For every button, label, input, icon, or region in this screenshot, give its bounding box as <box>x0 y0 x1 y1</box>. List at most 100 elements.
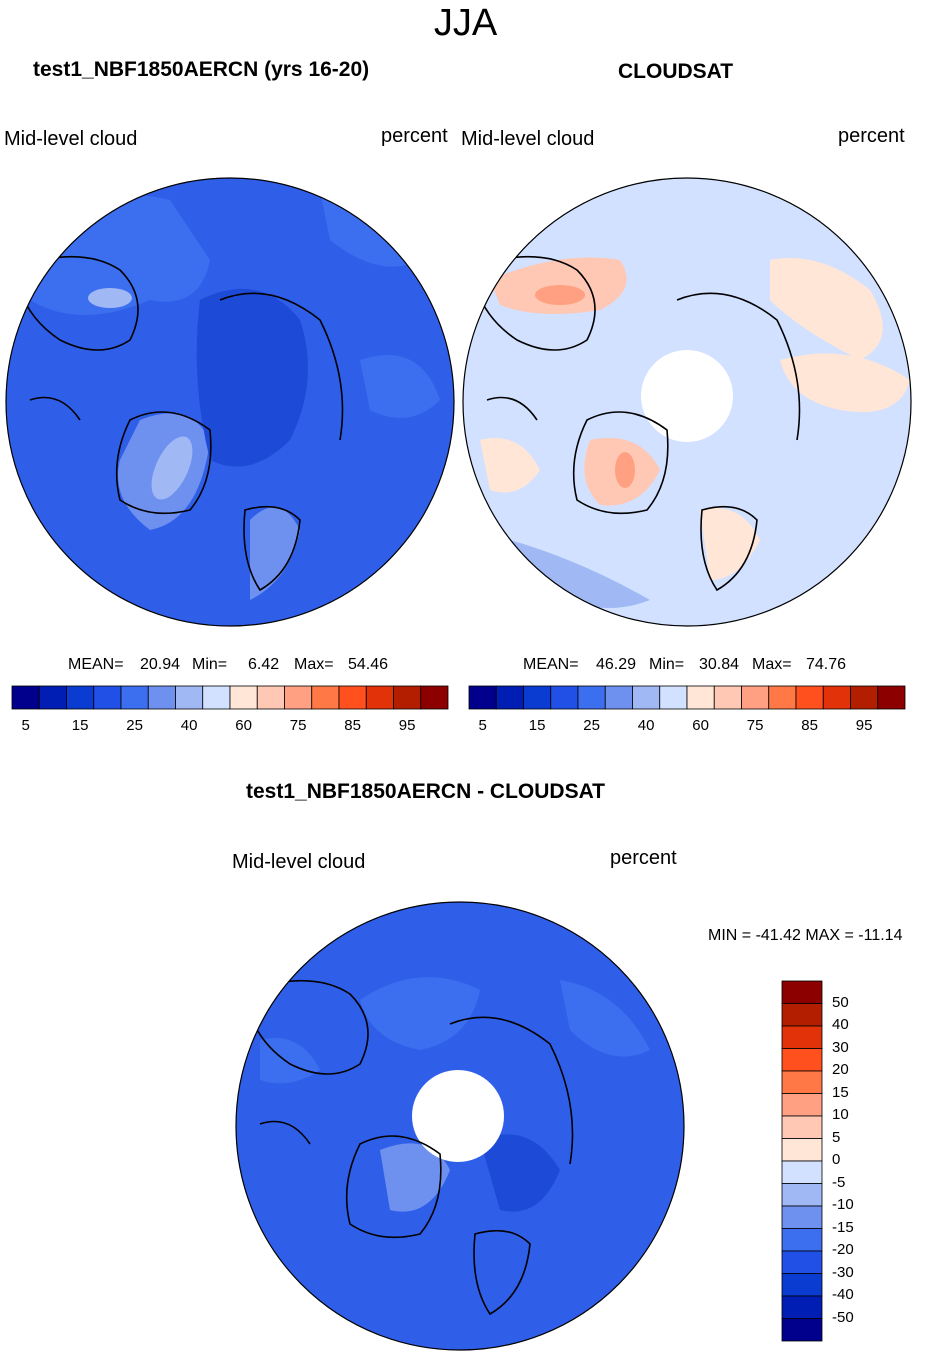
panel1-map <box>5 177 455 627</box>
panel2-colorbar-cell <box>659 685 688 710</box>
panel3-colorbar-cell <box>781 980 823 1004</box>
panel3-colorbar-cell <box>781 1318 823 1342</box>
panel3-colorbar-cell <box>781 1228 823 1252</box>
panel3-colorbar-cell <box>781 1160 823 1184</box>
panel1-patch-east <box>360 355 440 418</box>
panel3-colorbar-cell <box>781 1093 823 1117</box>
panel2-colorbar-cell <box>523 685 552 710</box>
panel1-max-label: Max= <box>294 656 334 673</box>
panel1-colorbar-cell <box>338 685 367 710</box>
panel1-patch-arctic-low <box>196 288 308 467</box>
panel2-patch-canada <box>480 438 540 493</box>
panel2-units-label: percent <box>838 125 905 147</box>
panel3-missing-pole <box>412 1070 504 1162</box>
panel2-colorbar-tick-label: 40 <box>637 717 655 734</box>
panel3-variable-label: Mid-level cloud <box>232 851 366 873</box>
panel2-map <box>462 177 912 627</box>
panel3-units-label: percent <box>610 847 677 869</box>
panel2-colorbar-tick-label: 95 <box>855 717 873 734</box>
panel1-mean-label: MEAN= <box>68 656 124 673</box>
panel1-colorbar-cell <box>284 685 313 710</box>
panel2-min-value: 30.84 <box>699 656 740 673</box>
panel3-colorbar-cell <box>781 1273 823 1297</box>
panel2-variable-label: Mid-level cloud <box>461 128 595 150</box>
panel1-colorbar-tick-label: 15 <box>71 717 89 734</box>
panel1-coast-greenland <box>115 411 212 515</box>
panel3-coast-siberia <box>449 1016 574 1165</box>
panel1-min-label: Min= <box>192 656 228 673</box>
panel2-colorbar-cell <box>604 685 633 710</box>
panel2-colorbar-tick-label: 15 <box>528 717 546 734</box>
season-title: JJA <box>433 2 498 44</box>
panel3-patch-west <box>260 1038 320 1084</box>
panel2-coast-siberia <box>676 292 801 441</box>
panel2-field <box>480 257 910 608</box>
panel3-colorbar-cell <box>781 1003 823 1027</box>
panel2-patch-east <box>780 353 910 412</box>
panel1-coastlines <box>19 255 344 592</box>
panel1-min-value: 6.42 <box>248 656 280 673</box>
panel1-colorbar-tick-label: 25 <box>126 717 143 734</box>
panel1-coast-north-america <box>19 255 139 351</box>
panel1-colorbar-cell <box>175 685 204 710</box>
panel2-colorbar-cell <box>822 685 851 710</box>
panel2-colorbar-tick-label: 75 <box>746 717 764 734</box>
panel1-colorbar-cell <box>202 685 231 710</box>
panel1-patch-alaska-high <box>88 288 132 308</box>
panel1-colorbar-tick-label: 40 <box>180 717 198 734</box>
panel3-colorbar-tick-label: 30 <box>832 1038 849 1056</box>
panel2-map-border <box>462 177 912 627</box>
panel1-coast-canada-east <box>29 396 81 421</box>
panel3-colorbar-tick-label: -20 <box>832 1241 854 1258</box>
panel3-colorbar-tick-label: -50 <box>832 1308 854 1326</box>
panel2-colorbar-cell <box>768 685 797 710</box>
panel3-map-border <box>235 901 685 1351</box>
panel1-colorbar-tick-label: 5 <box>21 717 30 734</box>
panel2-colorbar-cell <box>741 685 770 710</box>
panel3-coast-scandinavia <box>473 1229 531 1316</box>
panel1-units-label: percent <box>381 125 448 147</box>
panel1-colorbar-cell <box>256 685 285 710</box>
panel3-coast-north-america <box>249 979 369 1075</box>
panel2-coast-scandinavia <box>700 505 758 592</box>
panel3-colorbar-tick-label: 5 <box>832 1128 841 1146</box>
panel1-variable-label: Mid-level cloud <box>4 128 138 150</box>
panel2-colorbar-tick-label: 25 <box>583 717 600 734</box>
panel3-colorbar-tick-label: 40 <box>832 1016 849 1033</box>
panel2-colorbar-cell <box>632 685 661 710</box>
panel1-mean-value: 20.94 <box>140 656 181 673</box>
panel1-map-border <box>5 177 455 627</box>
panel3-colorbar-cell <box>781 1070 823 1094</box>
panel1-patch-scandinavia <box>250 507 300 600</box>
panel3-colorbar-tick-label: -15 <box>832 1218 854 1236</box>
panel3-patch-greenland <box>380 1143 450 1212</box>
panel1-title: test1_NBF1850AERCN (yrs 16-20) <box>33 58 370 81</box>
panel3-coastlines <box>249 979 574 1316</box>
panel3-colorbar-tick-label: 50 <box>832 993 849 1011</box>
panel1-colorbar-cell <box>229 685 258 710</box>
panel1-colorbar-tick-label: 95 <box>398 717 416 734</box>
panel2-coast-canada-east <box>486 396 538 421</box>
panel2-coast-north-america <box>476 255 596 351</box>
panel2-colorbar <box>468 685 906 710</box>
panel2-colorbar-tick-label: 85 <box>801 717 818 734</box>
panel1-colorbar-cell <box>11 685 40 710</box>
panel2-colorbar-cell <box>577 685 606 710</box>
panel1-colorbar-cell <box>393 685 422 710</box>
panel2-min-label: Min= <box>649 656 685 673</box>
panel3-colorbar-tick-label: 10 <box>832 1106 849 1123</box>
panel2-mean-label: MEAN= <box>523 656 579 673</box>
panel3-colorbar-cell <box>781 1183 823 1207</box>
panel3-colorbar-cell <box>781 1048 823 1072</box>
panel3-colorbar-tick-label: -5 <box>832 1173 846 1191</box>
panel2-patch-siberia <box>770 258 883 360</box>
panel2-colorbar-cell <box>850 685 879 710</box>
panel1-colorbar-cell <box>420 685 449 710</box>
panel3-colorbar-tick-label: 15 <box>832 1083 849 1101</box>
panel2-missing-pole <box>641 350 733 442</box>
panel3-colorbar-tick-label: 20 <box>832 1061 849 1078</box>
panel1-colorbar-cell <box>38 685 67 710</box>
panel2-colorbar-cell <box>713 685 742 710</box>
panel1-colorbar-cell <box>93 685 122 710</box>
panel1-colorbar-cell <box>66 685 95 710</box>
